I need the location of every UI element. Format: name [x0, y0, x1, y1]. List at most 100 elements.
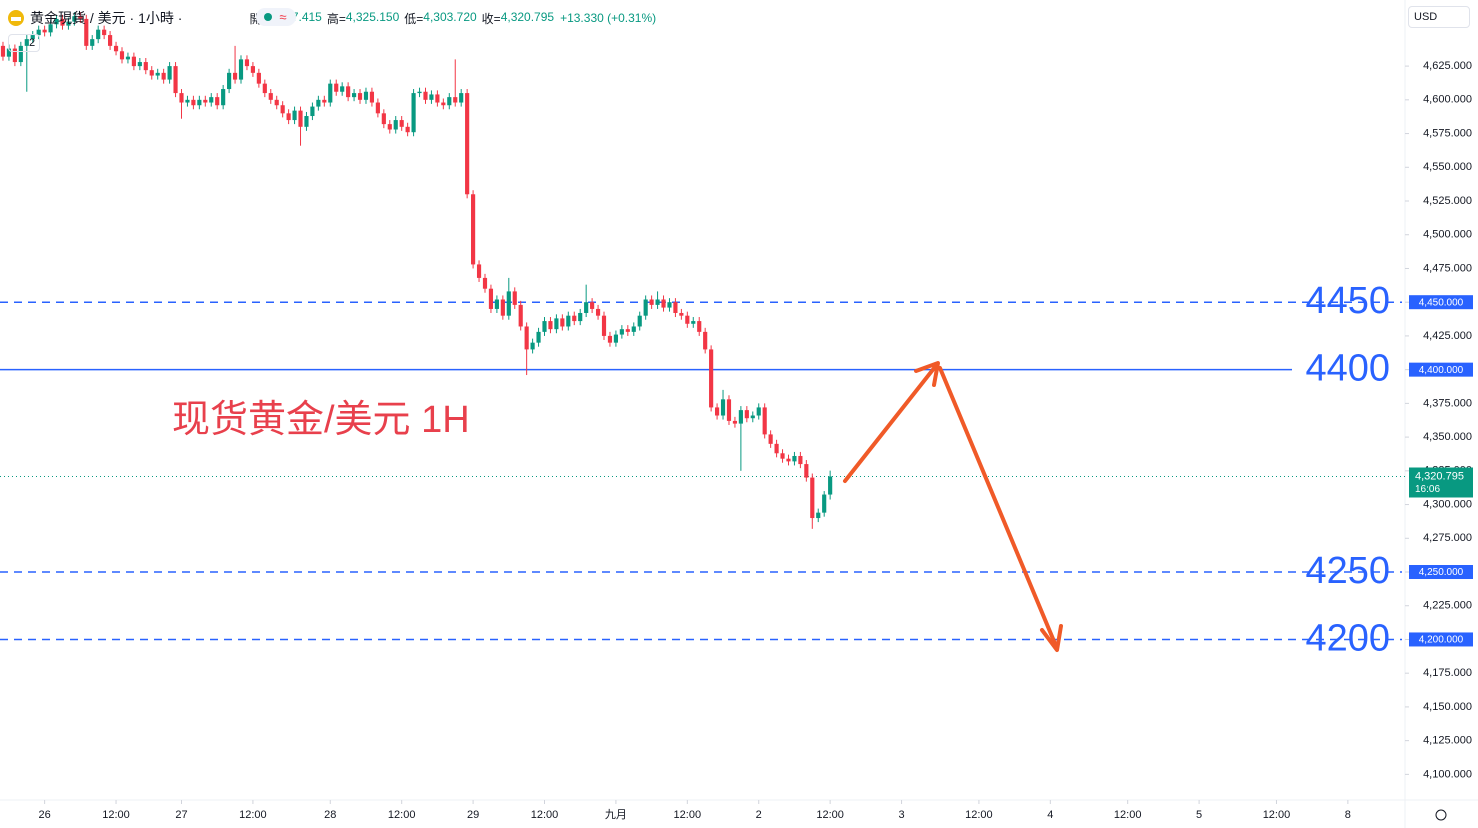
candle-body: [262, 83, 267, 94]
candle-body: [357, 93, 363, 100]
y-tick-label: 4,225.000: [1423, 600, 1472, 612]
candle-body: [584, 302, 589, 313]
candle-body: [732, 420, 738, 424]
candle-body: [798, 455, 803, 465]
candle-body: [500, 299, 505, 316]
candle-body: [42, 29, 47, 33]
status-pill[interactable]: ≈: [256, 7, 296, 27]
candle-body: [423, 91, 428, 100]
candle-body: [411, 93, 416, 133]
candle-body: [185, 99, 190, 103]
candle-body: [578, 312, 583, 322]
candle-body: [238, 59, 244, 80]
candle-body: [435, 94, 440, 103]
candle-body: [631, 326, 636, 332]
candle-body: [506, 291, 511, 316]
candle-body: [292, 110, 297, 121]
ohlc-label: 高=: [326, 11, 346, 26]
candle-body: [774, 443, 779, 454]
level-value: 4450: [1305, 280, 1390, 322]
candle-body: [30, 35, 35, 40]
candle-body: [471, 194, 476, 265]
candle-body: [476, 264, 482, 278]
candle-body: [762, 407, 767, 435]
x-tick-label: 12:00: [1114, 809, 1142, 821]
currency-select[interactable]: USD: [1408, 6, 1470, 28]
candle-body: [572, 315, 577, 322]
candle-body: [197, 99, 202, 106]
x-tick-label: 12:00: [965, 809, 993, 821]
candle-body: [709, 349, 714, 408]
candle-body: [256, 72, 261, 84]
candle-body: [363, 91, 369, 100]
candle-body: [179, 93, 184, 103]
candle-body: [536, 331, 541, 343]
x-tick-label: 3: [898, 809, 904, 821]
x-tick-label: 28: [324, 809, 336, 821]
indicator-toggle[interactable]: 2: [8, 34, 40, 52]
candle-body: [286, 113, 291, 121]
candle-body: [524, 326, 529, 350]
x-tick-label: 2: [756, 809, 762, 821]
candle-body: [465, 93, 470, 195]
candle-body: [685, 315, 690, 324]
level-tag: [1409, 362, 1473, 377]
candle-body: [102, 29, 107, 36]
candle-body: [108, 35, 113, 46]
y-tick-label: 4,375.000: [1423, 397, 1472, 409]
candle-body: [750, 415, 755, 419]
candle-body: [601, 315, 607, 336]
candle-body: [810, 477, 815, 519]
candle-body: [227, 72, 232, 90]
level-tag-label: 4,200.000: [1419, 635, 1464, 646]
candle-body: [744, 410, 749, 419]
candle-body: [78, 16, 83, 19]
candle-body: [191, 99, 196, 106]
arrow-head: [914, 361, 940, 387]
candle-body: [673, 302, 678, 313]
candle-body: [173, 66, 178, 94]
y-tick-label: 4,125.000: [1423, 735, 1472, 747]
candle-body: [822, 494, 827, 513]
candle-body: [560, 318, 565, 327]
candle-body: [619, 329, 624, 335]
level-tag: [1409, 632, 1473, 647]
candle-body: [280, 105, 285, 114]
change: +13.330 (+0.31%): [560, 11, 657, 25]
x-tick-label: 12:00: [239, 809, 267, 821]
candle-body: [12, 48, 17, 63]
candle-body: [232, 72, 238, 80]
candle-body: [90, 39, 95, 46]
y-tick-label: 4,575.000: [1423, 127, 1472, 139]
candle-body: [726, 399, 732, 421]
symbol[interactable]: 黄金現貨 / 美元 · 1小時 ·: [30, 10, 183, 26]
candle-body: [113, 45, 119, 52]
candle-body: [351, 93, 357, 98]
candle-body: [512, 291, 517, 305]
candle-body: [703, 331, 708, 350]
settings-icon[interactable]: [1435, 809, 1447, 821]
candle-body: [518, 304, 523, 327]
candle-body: [381, 113, 386, 125]
candle-body: [679, 312, 684, 316]
candle-body: [738, 410, 743, 424]
ohlc-value: 4,325.150: [345, 9, 400, 24]
x-tick-label: 27: [175, 809, 187, 821]
candle-body: [768, 434, 773, 444]
header: 黄金現貨 / 美元 · 1小時 · 開=4,307.415高=4,325.150…: [8, 8, 656, 28]
candle-body: [203, 99, 208, 103]
candle-body: [375, 102, 380, 114]
x-tick-label: 12:00: [531, 809, 559, 821]
y-tick-label: 4,425.000: [1423, 330, 1472, 342]
candle-body: [346, 86, 351, 98]
candle-body: [215, 97, 220, 106]
y-tick-label: 4,625.000: [1423, 60, 1472, 72]
candle-body: [643, 299, 648, 316]
candle-body: [167, 66, 172, 80]
y-tick-label: 4,500.000: [1423, 229, 1472, 241]
candle-body: [244, 59, 250, 67]
last-price-tag: [1409, 467, 1473, 498]
candle-body: [607, 335, 613, 343]
y-tick-label: 4,150.000: [1423, 701, 1472, 713]
